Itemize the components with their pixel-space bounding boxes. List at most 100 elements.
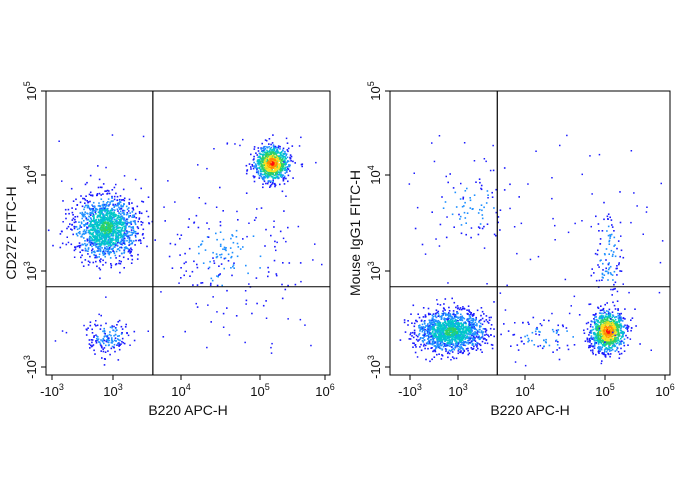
event-dot <box>438 340 441 342</box>
event-dot <box>414 351 417 354</box>
event-dot <box>453 337 456 339</box>
event-dot <box>603 321 606 323</box>
event-dot <box>621 334 624 337</box>
event-dot <box>321 263 323 266</box>
event-dot <box>282 237 285 240</box>
event-dot <box>618 335 620 337</box>
event-dot <box>462 308 464 310</box>
event-dot <box>418 325 420 327</box>
event-dot <box>262 159 264 161</box>
event-dot <box>93 336 95 338</box>
event-dot <box>90 218 93 221</box>
event-dot <box>118 218 120 221</box>
event-dot <box>242 238 244 240</box>
event-dot <box>450 323 453 326</box>
event-dot <box>70 187 73 190</box>
event-dot <box>447 320 449 322</box>
event-dot <box>93 216 95 218</box>
event-dot <box>608 344 611 346</box>
event-dot <box>102 250 105 253</box>
event-dot <box>119 222 122 224</box>
event-dot <box>98 192 101 195</box>
event-dot <box>285 157 287 160</box>
event-dot <box>262 304 265 307</box>
event-dot <box>453 331 456 334</box>
event-dot <box>225 247 227 249</box>
event-dot <box>613 330 616 333</box>
event-dot <box>125 235 128 238</box>
event-dot <box>72 233 74 236</box>
event-dot <box>98 256 100 258</box>
event-dot <box>469 311 471 313</box>
event-dot <box>272 146 275 148</box>
event-dot <box>130 242 133 245</box>
event-dot <box>85 195 87 197</box>
event-dot <box>276 169 279 172</box>
event-dot <box>119 246 121 249</box>
event-dot <box>131 231 133 234</box>
event-dot <box>618 320 621 322</box>
event-dot <box>597 339 599 341</box>
event-dot <box>617 317 620 319</box>
event-dot <box>471 315 474 317</box>
event-dot <box>65 331 68 334</box>
event-dot <box>600 322 602 324</box>
event-dot <box>108 212 111 215</box>
event-dot <box>168 255 171 258</box>
event-dot <box>260 173 263 175</box>
event-dot <box>456 307 459 310</box>
event-dot <box>268 171 270 174</box>
event-dot <box>263 148 265 151</box>
event-dot <box>219 224 222 227</box>
event-dot <box>617 351 620 353</box>
event-dot <box>85 334 88 336</box>
event-dot <box>601 317 603 319</box>
event-dot <box>266 182 269 185</box>
event-dot <box>236 242 239 245</box>
event-dot <box>104 255 106 258</box>
event-dot <box>623 325 626 327</box>
event-dot <box>95 256 97 258</box>
event-dot <box>449 339 451 341</box>
event-dot <box>235 315 238 317</box>
event-dot <box>463 349 465 352</box>
event-dot <box>616 334 618 336</box>
event-dot <box>274 240 276 243</box>
event-dot <box>283 183 286 185</box>
event-dot <box>598 346 601 349</box>
event-dot <box>75 221 77 223</box>
event-dot <box>272 154 274 157</box>
event-dot <box>600 325 603 327</box>
event-dot <box>112 223 114 225</box>
event-dot <box>474 319 477 321</box>
event-dot <box>448 328 450 330</box>
event-dot <box>593 345 596 347</box>
event-dot <box>179 237 181 240</box>
event-dot <box>103 330 106 333</box>
plot-frame <box>45 90 331 376</box>
event-dot <box>110 334 112 337</box>
event-dot <box>180 277 182 279</box>
event-dot <box>611 345 614 347</box>
event-dot <box>598 325 601 327</box>
event-dot <box>124 326 127 328</box>
event-dot <box>229 247 232 249</box>
event-dot <box>256 302 258 305</box>
event-dot <box>474 340 477 342</box>
event-dot <box>617 336 619 339</box>
event-dot <box>219 243 222 246</box>
event-dot <box>592 336 595 339</box>
event-dot <box>612 315 615 317</box>
event-dot <box>86 226 88 229</box>
event-dot <box>105 240 107 242</box>
event-dot <box>258 166 261 169</box>
event-dot <box>142 233 144 235</box>
event-dot <box>79 224 81 227</box>
event-dot <box>119 242 121 244</box>
event-dot <box>598 350 600 352</box>
event-dot <box>620 319 622 322</box>
event-dot <box>108 204 110 206</box>
event-dot <box>86 227 89 229</box>
event-dot <box>467 349 469 352</box>
event-dot <box>607 338 609 340</box>
